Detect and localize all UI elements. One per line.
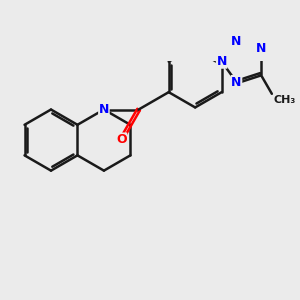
Text: N: N [99, 103, 109, 116]
Text: N: N [216, 55, 227, 68]
Text: O: O [116, 133, 127, 146]
Text: CH₃: CH₃ [273, 95, 296, 105]
Text: N: N [231, 76, 242, 88]
Text: N: N [231, 34, 242, 48]
Text: N: N [255, 43, 266, 56]
